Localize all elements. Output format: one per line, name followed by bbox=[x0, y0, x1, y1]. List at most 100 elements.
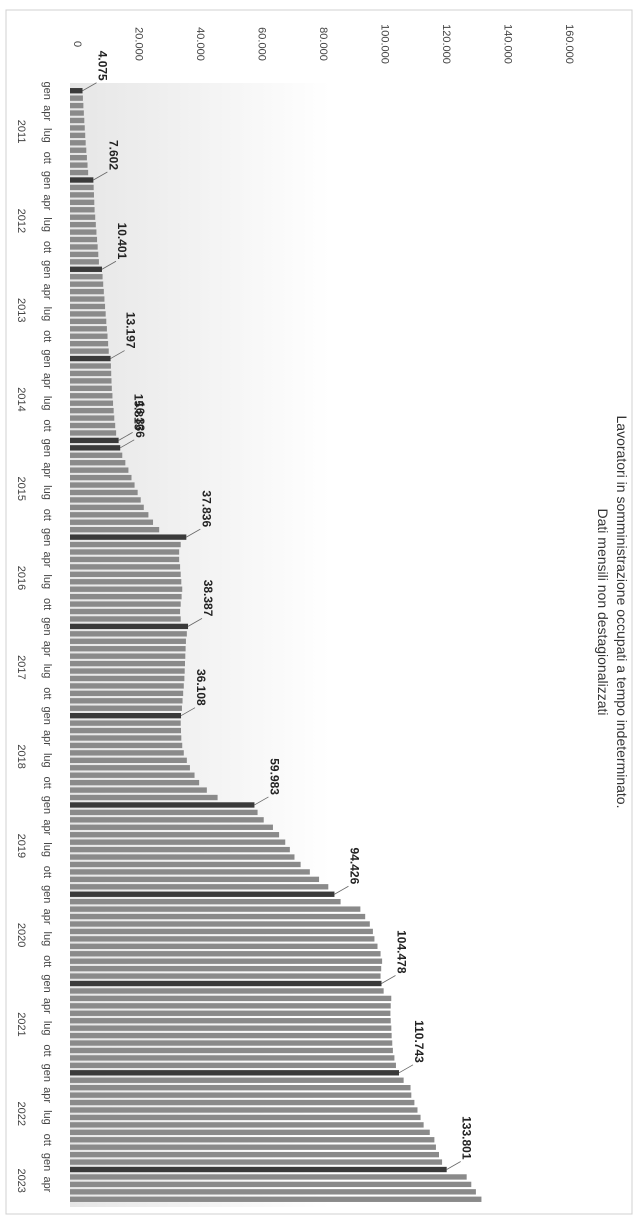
month-tick-label: gen bbox=[41, 171, 53, 189]
bar bbox=[70, 221, 96, 228]
bar bbox=[70, 549, 180, 555]
chart-subtitle: Dati mensili non destagionalizzati bbox=[595, 509, 611, 716]
category-axis-month-labels: gen apr lug ott gen apr lug ott gen apr lug ott gen a… bbox=[41, 82, 53, 1193]
data-label: 94.426 bbox=[347, 848, 361, 885]
month-tick-label: ott bbox=[41, 152, 53, 164]
value-tick-label: 40.000 bbox=[194, 27, 206, 61]
bar bbox=[70, 1151, 439, 1158]
bar bbox=[70, 713, 182, 719]
data-label: 36.108 bbox=[194, 669, 208, 706]
bar bbox=[70, 1010, 391, 1016]
month-tick-label: lug bbox=[41, 842, 53, 857]
bar bbox=[70, 288, 104, 295]
month-tick-label: gen bbox=[41, 439, 53, 457]
bar bbox=[70, 698, 183, 704]
month-tick-label: lug bbox=[41, 574, 53, 589]
data-label: 10.401 bbox=[115, 223, 129, 260]
bar bbox=[70, 579, 182, 585]
bar bbox=[70, 504, 144, 511]
bar bbox=[70, 274, 103, 280]
bar bbox=[70, 1062, 396, 1069]
bar bbox=[70, 750, 184, 756]
bar bbox=[70, 1092, 412, 1098]
bar bbox=[70, 1047, 393, 1054]
bar bbox=[70, 631, 187, 637]
bar bbox=[70, 378, 112, 384]
bar bbox=[70, 192, 94, 198]
bar bbox=[70, 861, 301, 868]
bar bbox=[70, 214, 96, 220]
bar bbox=[70, 988, 384, 994]
month-tick-label: ott bbox=[41, 777, 53, 789]
value-tick-label: 140.000 bbox=[502, 24, 514, 64]
bar bbox=[70, 296, 105, 302]
chart-title: Lavoratori in somministrazione occupati … bbox=[614, 416, 630, 809]
bar bbox=[70, 333, 108, 339]
data-label-leader bbox=[187, 618, 203, 627]
year-tick-label: 2019 bbox=[15, 834, 27, 858]
bar bbox=[70, 683, 184, 689]
value-tick-label: 60.000 bbox=[256, 27, 268, 61]
month-tick-label: lug bbox=[41, 753, 53, 768]
data-label: 110.743 bbox=[412, 1020, 426, 1063]
bar bbox=[70, 1129, 430, 1135]
month-tick-label: apr bbox=[41, 551, 53, 567]
bar bbox=[70, 422, 116, 429]
bar bbox=[70, 95, 83, 101]
month-tick-label: gen bbox=[41, 82, 53, 100]
bar bbox=[70, 259, 99, 265]
value-tick-label: 80.000 bbox=[317, 27, 329, 61]
bar bbox=[70, 824, 273, 830]
bar bbox=[70, 281, 104, 287]
month-tick-label: apr bbox=[41, 194, 53, 210]
bar bbox=[70, 876, 320, 883]
bar bbox=[70, 980, 382, 987]
bar bbox=[70, 467, 129, 473]
month-tick-label: apr bbox=[41, 373, 53, 389]
bar bbox=[70, 779, 200, 786]
bar bbox=[70, 668, 185, 674]
bar bbox=[70, 452, 123, 458]
year-tick-label: 2017 bbox=[15, 655, 27, 679]
bar bbox=[70, 407, 114, 414]
bar bbox=[70, 132, 86, 139]
bar bbox=[70, 638, 186, 644]
bar bbox=[70, 995, 392, 1002]
bar bbox=[70, 110, 84, 116]
bar bbox=[70, 400, 114, 406]
category-axis-year-labels: 2011 2012 2013 2014 2015 2016 2017 2018 2019 2020… bbox=[15, 120, 27, 1193]
month-tick-label: gen bbox=[41, 349, 53, 367]
bar bbox=[70, 1114, 421, 1121]
bar bbox=[70, 355, 111, 362]
bar bbox=[70, 787, 207, 793]
month-tick-label: apr bbox=[41, 909, 53, 925]
year-tick-label: 2014 bbox=[15, 387, 27, 411]
year-tick-label: 2011 bbox=[15, 120, 27, 144]
bar bbox=[70, 117, 85, 124]
bar bbox=[70, 675, 185, 682]
bar bbox=[70, 921, 370, 927]
bar bbox=[70, 162, 88, 168]
data-label: 16.336 bbox=[133, 401, 147, 438]
bar bbox=[70, 623, 189, 630]
month-tick-label: gen bbox=[41, 617, 53, 635]
month-tick-label: gen bbox=[41, 528, 53, 546]
bar bbox=[70, 1144, 436, 1150]
month-tick-label: ott bbox=[41, 598, 53, 610]
data-label: 37.836 bbox=[199, 490, 213, 527]
bar bbox=[70, 534, 187, 540]
bar bbox=[70, 1032, 392, 1039]
data-label-leader bbox=[101, 260, 117, 270]
bar bbox=[70, 601, 181, 607]
month-tick-label: gen bbox=[41, 707, 53, 725]
bar bbox=[70, 1181, 472, 1188]
bar bbox=[70, 653, 186, 659]
bar bbox=[70, 482, 135, 488]
bar bbox=[70, 1055, 395, 1061]
bar bbox=[70, 460, 126, 466]
bar bbox=[70, 832, 280, 838]
bar bbox=[70, 177, 94, 183]
bar bbox=[70, 913, 366, 920]
bar bbox=[70, 512, 149, 518]
